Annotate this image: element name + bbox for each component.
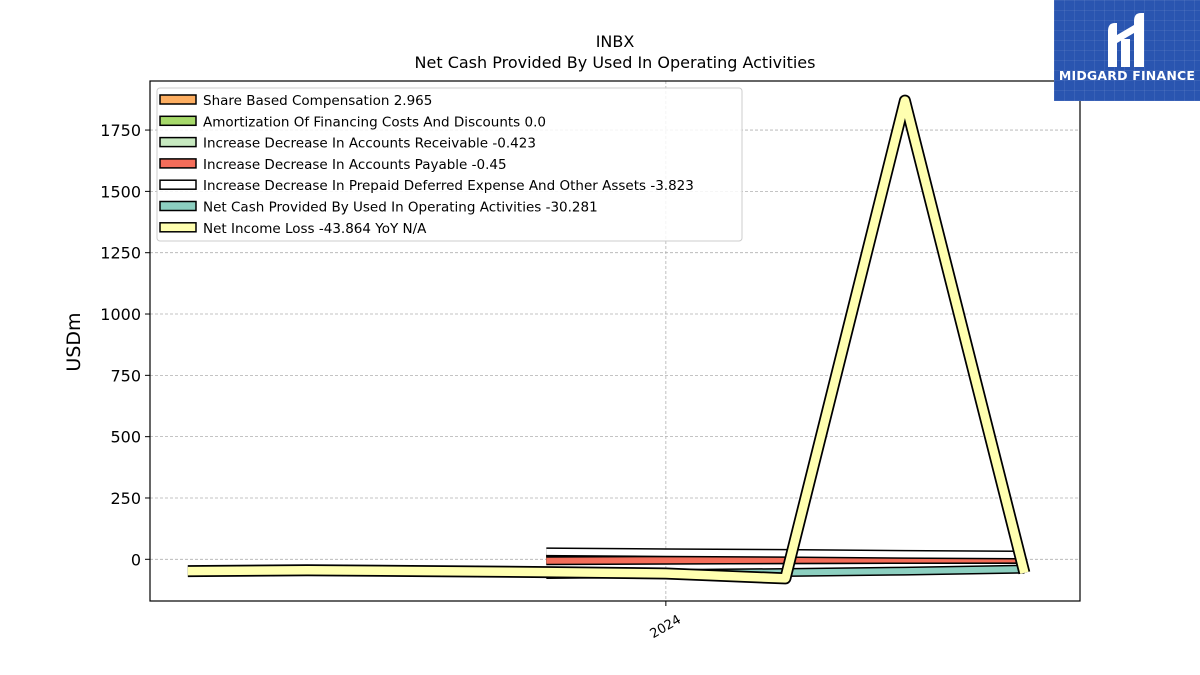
legend-swatch bbox=[159, 222, 197, 233]
legend-swatch bbox=[159, 136, 197, 148]
y-tick-label: 1000 bbox=[100, 305, 141, 324]
midgard-logo-icon bbox=[1108, 13, 1144, 67]
y-tick-label: 750 bbox=[110, 366, 141, 385]
legend-entry: Increase Decrease In Accounts Payable -0… bbox=[203, 157, 507, 173]
legend-entry: Share Based Compensation 2.965 bbox=[203, 93, 432, 109]
y-axis-label: USDm bbox=[63, 312, 85, 371]
legend-swatch bbox=[159, 94, 197, 105]
legend-swatch bbox=[159, 158, 197, 169]
legend-entry: Amortization Of Financing Costs And Disc… bbox=[203, 114, 546, 130]
brand-logo-text: MIDGARD FINANCE bbox=[1058, 68, 1196, 83]
plot-frame bbox=[149, 80, 1081, 602]
brand-logo: MIDGARD FINANCE bbox=[1054, 0, 1200, 101]
chart-subtitle: Net Cash Provided By Used In Operating A… bbox=[415, 53, 816, 72]
x-tick-label: 2024 bbox=[648, 612, 684, 642]
legend bbox=[156, 87, 743, 242]
legend-entry: Increase Decrease In Accounts Receivable… bbox=[203, 136, 536, 152]
y-tick-label: 1250 bbox=[100, 244, 141, 263]
legend-swatch bbox=[159, 200, 197, 212]
legend-entry: Net Cash Provided By Used In Operating A… bbox=[203, 200, 598, 216]
chart-title: INBX bbox=[596, 32, 635, 51]
y-tick-label: 1500 bbox=[100, 182, 141, 201]
y-tick-label: 250 bbox=[110, 489, 141, 508]
legend-swatch bbox=[159, 115, 197, 127]
legend-entry: Increase Decrease In Prepaid Deferred Ex… bbox=[203, 178, 694, 194]
y-tick-label: 0 bbox=[131, 550, 141, 569]
series-net-income-loss bbox=[187, 96, 1029, 583]
series-increase-decrease-in-prepaid-deferred-expense-and-other-assets bbox=[546, 548, 1025, 559]
legend-entry: Net Income Loss -43.864 YoY N/A bbox=[203, 221, 427, 237]
y-tick-label: 1750 bbox=[100, 121, 141, 140]
legend-swatch bbox=[159, 179, 197, 190]
y-tick-label: 500 bbox=[110, 428, 141, 447]
